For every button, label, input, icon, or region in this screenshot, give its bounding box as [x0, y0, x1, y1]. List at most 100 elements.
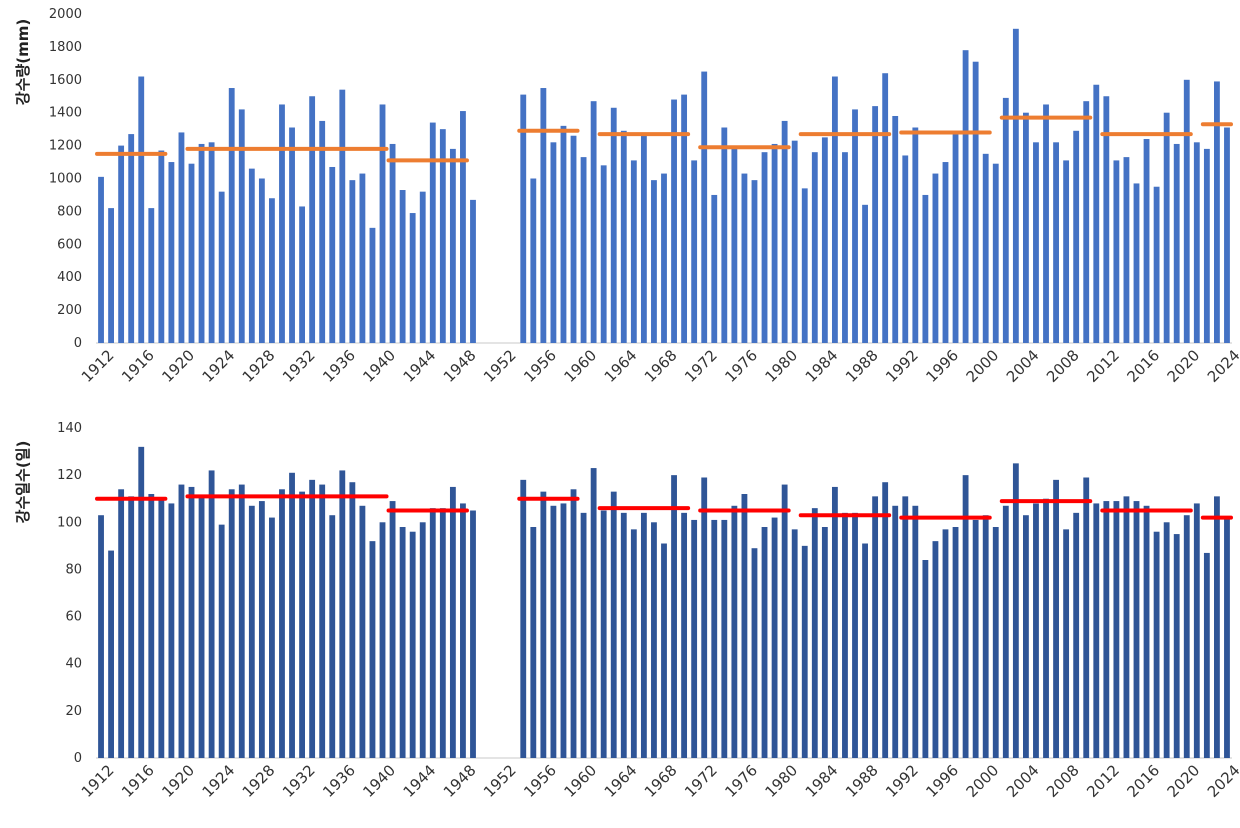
bar-1973 — [711, 519, 718, 758]
bar-1945 — [429, 508, 436, 758]
x-tick-label: 2024 — [1204, 346, 1240, 386]
x-tick-label: 1976 — [721, 346, 761, 386]
x-tick-label: 2000 — [963, 761, 1003, 801]
bar-1944 — [419, 191, 426, 343]
bar-1913 — [108, 208, 114, 343]
bar-1973 — [711, 194, 718, 343]
bar-1994 — [922, 194, 929, 343]
bar-1995 — [932, 541, 939, 758]
bar-1933 — [309, 96, 316, 343]
bar-2021 — [1193, 142, 1200, 343]
bar-1943 — [409, 213, 416, 343]
bar-1981 — [791, 529, 798, 758]
bar-1969 — [671, 99, 677, 343]
bar-1971 — [691, 160, 698, 343]
y-tick-label: 200 — [57, 303, 82, 318]
bar-1923 — [208, 470, 215, 758]
bar-1919 — [168, 503, 175, 758]
bar-1976 — [741, 173, 748, 343]
x-tick-label: 1968 — [641, 346, 681, 386]
bar-1990 — [882, 482, 889, 758]
y-tick-label: 1600 — [49, 73, 82, 88]
bar-1940 — [379, 522, 386, 758]
bar-1958 — [560, 503, 567, 758]
bar-1995 — [932, 173, 939, 343]
bar-1968 — [661, 173, 667, 343]
x-tick-label: 1988 — [842, 346, 882, 386]
precipitation-amount-chart: 강수량(mm) 0 200 400 600 800 1000 1200 1400 1600 180… — [14, 7, 1240, 386]
bar-1965 — [630, 529, 637, 758]
x-tick-label: 1924 — [199, 346, 239, 386]
bar-1998 — [962, 50, 969, 343]
bar-2022 — [1203, 148, 1210, 343]
bar-1989 — [872, 106, 879, 344]
bar-2024 — [1224, 127, 1230, 343]
bar-2007 — [1053, 142, 1059, 343]
x-tick-label: 1996 — [922, 346, 962, 386]
bar-1999 — [972, 519, 979, 758]
bar-1978 — [761, 527, 768, 758]
y-tick-label: 600 — [57, 237, 82, 252]
bar-2019 — [1173, 143, 1180, 343]
bar-1984 — [821, 137, 828, 343]
x-tick-label: 1936 — [319, 346, 359, 386]
bar-2006 — [1043, 498, 1049, 758]
bar-1920 — [178, 484, 185, 758]
x-tick-label: 2004 — [1003, 761, 1043, 801]
x-tick-label: 1952 — [480, 346, 520, 386]
bar-1984 — [821, 527, 828, 758]
bar-1923 — [208, 142, 215, 343]
bar-1943 — [409, 531, 416, 758]
bar-1925 — [228, 88, 235, 344]
x-tick-label: 2000 — [963, 346, 1003, 386]
bar-1959 — [570, 489, 577, 758]
bar-1929 — [269, 198, 275, 343]
y-tick-label: 1200 — [49, 139, 82, 154]
bar-1916 — [138, 446, 145, 758]
x-tick-label: 1992 — [882, 761, 922, 801]
bar-1947 — [449, 486, 456, 758]
x-tick-label: 1928 — [239, 761, 279, 801]
bar-1960 — [580, 512, 587, 758]
bar-1970 — [681, 94, 688, 343]
bar-1968 — [661, 543, 667, 758]
bar-2022 — [1203, 552, 1210, 758]
x-tick-label: 1916 — [118, 761, 158, 801]
bar-1985 — [831, 76, 838, 343]
bar-2016 — [1143, 139, 1150, 343]
bar-1976 — [741, 494, 748, 758]
x-tick-label: 1928 — [239, 346, 279, 386]
bar-2007 — [1053, 479, 1059, 758]
x-tick-label: 1960 — [560, 346, 600, 386]
bar-2010 — [1083, 101, 1090, 343]
bar-1912 — [98, 515, 104, 758]
bar-2015 — [1133, 183, 1140, 343]
y-tick-label: 2000 — [49, 7, 82, 22]
bar-1928 — [258, 501, 265, 758]
bar-2011 — [1093, 84, 1100, 344]
bar-1946 — [439, 129, 446, 343]
bar-2001 — [992, 163, 999, 343]
bar-1959 — [570, 135, 577, 343]
y-tick-label: 0 — [74, 336, 82, 351]
x-tick-label: 1976 — [721, 761, 761, 801]
bar-1932 — [299, 206, 306, 343]
bar-1944 — [419, 522, 426, 758]
bar-1981 — [791, 140, 798, 343]
bar-2019 — [1173, 534, 1180, 758]
x-tick-label: 1932 — [279, 346, 319, 386]
bar-1939 — [369, 227, 376, 343]
bar-2016 — [1143, 505, 1150, 758]
x-tick-label: 2020 — [1164, 761, 1204, 801]
bar-1914 — [118, 489, 125, 758]
x-tick-label: 2008 — [1043, 346, 1083, 386]
bar-1989 — [872, 496, 879, 758]
x-tick-label: 1912 — [78, 761, 118, 801]
x-tick-label: 1980 — [762, 761, 802, 801]
bar-1991 — [892, 115, 899, 344]
bar-1945 — [429, 122, 436, 343]
y-axis-label-precip: 강수량(mm) — [14, 19, 32, 105]
bar-1917 — [148, 494, 155, 758]
bar-1979 — [771, 143, 778, 343]
